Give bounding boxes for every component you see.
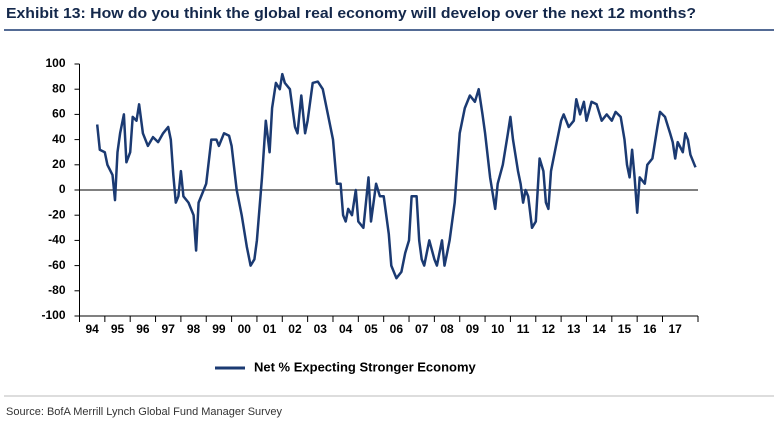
y-tick-label: 0 [59, 182, 66, 196]
y-tick-label: -80 [48, 283, 66, 297]
x-tick-label: 14 [592, 322, 606, 336]
x-tick-label: 96 [136, 322, 150, 336]
x-tick-label: 01 [263, 322, 277, 336]
y-tick-label: -100 [41, 308, 65, 322]
y-tick-label: 40 [52, 132, 66, 146]
x-tick-label: 16 [643, 322, 657, 336]
x-tick-label: 08 [440, 322, 454, 336]
x-tick-label: 04 [339, 322, 353, 336]
source: Source: BofA Merrill Lynch Global Fund M… [6, 406, 282, 418]
y-tick-label: 80 [52, 81, 66, 95]
chart-title: Exhibit 13: How do you think the global … [6, 5, 696, 22]
y-tick-label: 20 [52, 157, 66, 171]
x-tick-label: 05 [364, 322, 378, 336]
x-tick-label: 15 [618, 322, 632, 336]
x-tick-label: 11 [517, 322, 530, 336]
x-tick-label: 00 [238, 322, 252, 336]
x-tick-label: 07 [415, 322, 429, 336]
x-tick-label: 13 [567, 322, 581, 336]
x-tick-label: 17 [669, 322, 683, 336]
legend-label: Net % Expecting Stronger Economy [254, 359, 477, 374]
x-tick-label: 10 [491, 322, 505, 336]
x-tick-label: 06 [390, 322, 404, 336]
x-tick-label: 99 [212, 322, 226, 336]
x-tick-label: 12 [542, 322, 556, 336]
x-tick-label: 03 [314, 322, 328, 336]
y-tick-label: -60 [48, 258, 66, 272]
series-line [95, 72, 697, 280]
x-tick-label: 02 [288, 322, 302, 336]
y-tick-label: -20 [48, 207, 66, 221]
y-tick-label: -40 [48, 233, 66, 247]
x-tick-label: 94 [85, 322, 99, 336]
x-tick-label: 95 [111, 322, 125, 336]
y-tick-label: 100 [45, 56, 65, 70]
x-tick-label: 09 [466, 322, 480, 336]
y-tick-label: 60 [52, 107, 66, 121]
x-tick-label: 98 [187, 322, 201, 336]
x-tick-label: 97 [162, 322, 176, 336]
